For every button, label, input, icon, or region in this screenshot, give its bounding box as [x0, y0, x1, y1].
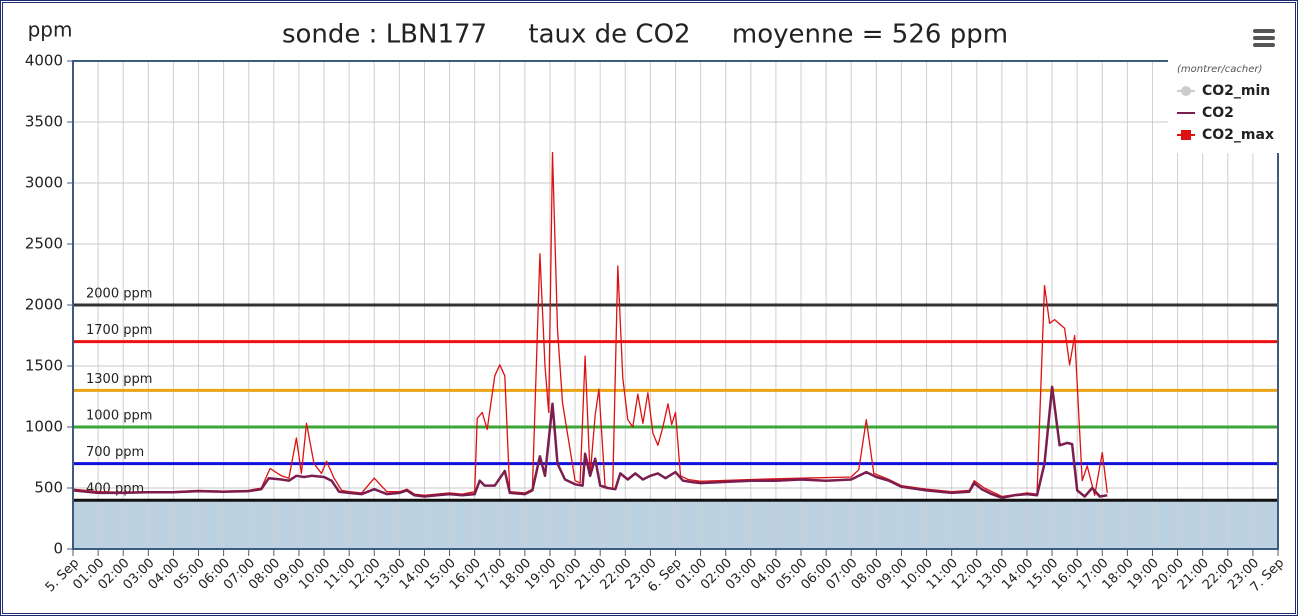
threshold-label: 700 ppm — [86, 445, 144, 460]
menu-bar[interactable] — [1253, 36, 1275, 40]
legend-item[interactable]: CO2_max — [1177, 127, 1274, 143]
legend-title: (montrer/cacher) — [1177, 64, 1262, 75]
y-tick-label: 500 — [34, 479, 63, 497]
chart-title: sonde : LBN177 taux de CO2 moyenne = 526… — [282, 20, 1008, 50]
series-line — [72, 151, 1108, 498]
threshold-label: 1000 ppm — [86, 409, 152, 424]
legend-item[interactable]: CO2_min — [1177, 83, 1270, 99]
menu-bar[interactable] — [1253, 29, 1275, 33]
legend-label[interactable]: CO2 — [1202, 105, 1234, 121]
threshold-label: 400 ppm — [86, 482, 144, 497]
legend-marker — [1181, 86, 1191, 96]
y-tick-label: 2000 — [25, 296, 63, 314]
threshold-label: 1700 ppm — [86, 323, 152, 338]
y-tick-label: 4000 — [25, 52, 63, 70]
series-line — [72, 385, 1108, 500]
legend-marker — [1181, 130, 1191, 140]
menu-bar[interactable] — [1253, 43, 1275, 47]
y-tick-label: 2500 — [25, 235, 63, 253]
legend-label[interactable]: CO2_max — [1202, 127, 1274, 143]
threshold-label: 2000 ppm — [86, 287, 152, 302]
y-axis-title: ppm — [28, 18, 73, 42]
y-tick-label: 3500 — [25, 113, 63, 131]
threshold-label: 1300 ppm — [86, 372, 152, 387]
plot-border — [72, 60, 1279, 550]
menu-button[interactable] — [1253, 29, 1275, 47]
y-tick-label: 1000 — [25, 418, 63, 436]
legend-item[interactable]: CO2 — [1177, 105, 1234, 121]
y-tick-label: 0 — [53, 540, 63, 558]
y-tick-label: 3000 — [25, 174, 63, 192]
y-tick-label: 1500 — [25, 357, 63, 375]
legend-label[interactable]: CO2_min — [1202, 83, 1270, 99]
